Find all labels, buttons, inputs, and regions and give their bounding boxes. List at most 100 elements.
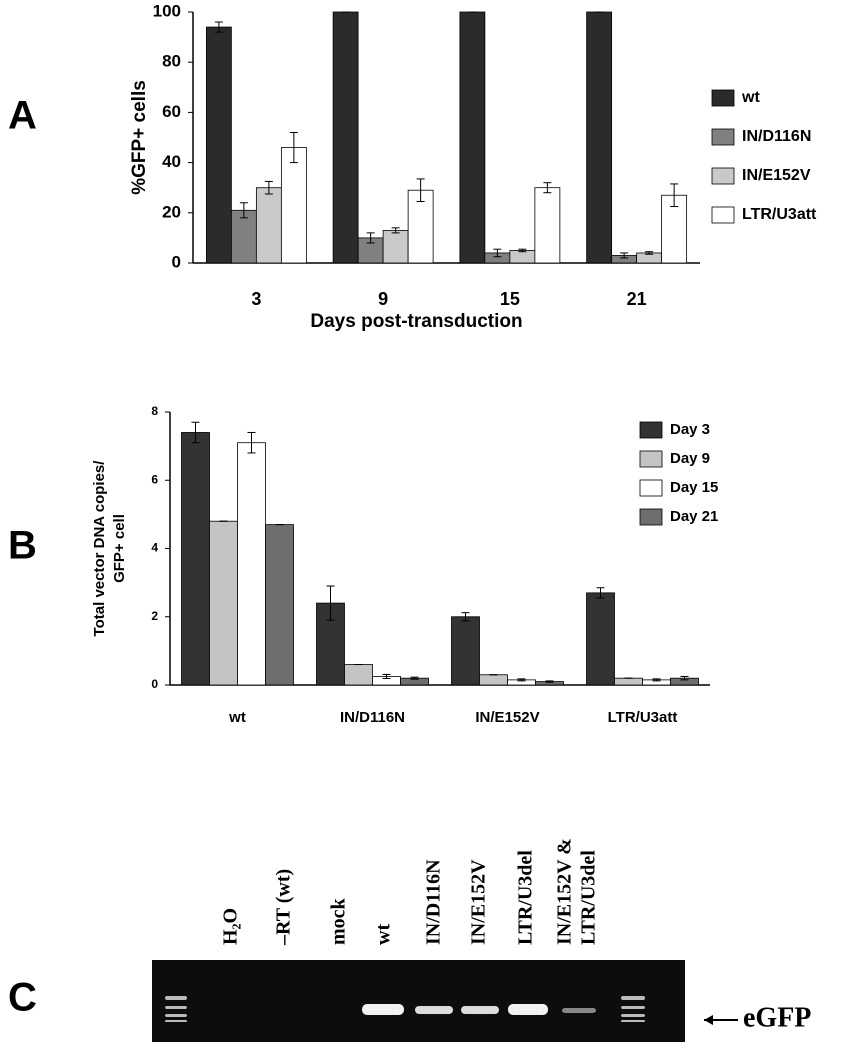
bar — [586, 11, 613, 264]
x-tick-label: 15 — [500, 289, 520, 309]
x-tick-label: 21 — [627, 289, 647, 309]
legend-swatch — [711, 206, 735, 224]
error-bar — [391, 227, 400, 234]
bar — [205, 26, 232, 264]
legend-swatch — [639, 421, 663, 439]
error-bar — [461, 612, 470, 622]
bar — [237, 442, 266, 686]
y-tick-label: 0 — [172, 252, 181, 271]
error-bar — [382, 673, 391, 680]
y-axis-label: %GFP+ cells — [129, 80, 150, 195]
legend-label: Day 21 — [670, 508, 718, 525]
error-bar — [289, 131, 298, 164]
x-tick-label: IN/E152V — [475, 709, 539, 726]
legend-label: IN/D116N — [742, 128, 811, 145]
error-bar — [214, 21, 223, 33]
x-tick-label: IN/D116N — [340, 709, 405, 726]
panel-letter: C — [8, 976, 37, 1020]
legend-label: wt — [741, 89, 760, 106]
bar — [344, 664, 373, 686]
ladder — [165, 996, 645, 1022]
x-tick-label: LTR/U3att — [608, 709, 678, 726]
error-bar — [410, 676, 419, 680]
bar — [357, 237, 384, 264]
bar — [265, 524, 294, 686]
legend-label: Day 15 — [670, 479, 718, 496]
gel: eGFP — [152, 960, 811, 1042]
y-tick-label: 2 — [151, 609, 158, 623]
error-bar — [680, 675, 689, 681]
bar — [534, 187, 561, 264]
y-tick-label: 8 — [151, 404, 158, 418]
lane-label: IN/E152V & — [554, 838, 576, 945]
bar — [382, 229, 409, 264]
legend-swatch — [639, 450, 663, 468]
y-tick-label: 4 — [151, 541, 158, 555]
legend-swatch — [639, 479, 663, 497]
bands — [362, 1004, 596, 1015]
legend-label: Day 9 — [670, 450, 710, 467]
error-bar — [518, 248, 527, 253]
lane-label: mock — [328, 897, 350, 945]
y-tick-label: 100 — [153, 1, 181, 20]
error-bar — [645, 251, 654, 255]
legend-swatch — [711, 128, 735, 146]
legend-swatch — [639, 508, 663, 526]
error-bar — [620, 252, 629, 259]
legend-label: Day 3 — [670, 421, 710, 438]
gel-image — [152, 960, 685, 1042]
bar — [479, 674, 508, 686]
bar — [255, 187, 282, 264]
error-bar — [493, 248, 502, 258]
error-bar — [191, 421, 200, 444]
error-bar — [239, 202, 248, 219]
bar — [586, 592, 615, 686]
lane-label: –RT (wt) — [273, 869, 295, 946]
y-tick-label: 20 — [162, 202, 181, 221]
error-bar — [326, 585, 335, 621]
panel-letter: B — [8, 524, 37, 568]
arrow-head — [704, 1015, 713, 1025]
error-bar — [264, 180, 273, 195]
bar — [459, 11, 486, 264]
legend-swatch — [711, 89, 735, 107]
band-label: eGFP — [743, 1002, 811, 1033]
bar — [230, 209, 257, 264]
lane-label: wt — [373, 924, 395, 945]
x-axis-label: Days post-transduction — [310, 311, 522, 332]
error-bar — [652, 678, 661, 682]
y-tick-label: 60 — [162, 102, 181, 121]
bar — [614, 677, 643, 686]
y-axis-label: Total vector DNA copies/ — [91, 460, 108, 637]
bar — [181, 432, 210, 686]
error-bar — [366, 232, 375, 244]
error-bar — [543, 182, 552, 194]
lane-label: LTR/U3del — [515, 850, 537, 945]
bar — [509, 250, 536, 264]
lane-label: IN/E152V — [468, 859, 490, 945]
error-bar — [517, 678, 526, 682]
error-bar — [545, 680, 554, 683]
lane-label: IN/D116N — [423, 859, 445, 945]
y-tick-label: 0 — [151, 677, 158, 691]
bar — [280, 147, 307, 264]
bar — [209, 520, 238, 686]
y-tick-label: 40 — [162, 152, 181, 171]
y-axis-label: GFP+ cell — [111, 514, 128, 583]
lane-label: LTR/U3del — [578, 850, 600, 945]
legend-label: IN/E152V — [742, 167, 811, 184]
lane-label: H₂O — [220, 908, 242, 945]
legend-swatch — [711, 167, 735, 185]
y-tick-label: 80 — [162, 52, 181, 71]
x-tick-label: 3 — [251, 289, 261, 309]
bar — [332, 11, 359, 264]
error-bar — [247, 431, 256, 454]
legend-label: LTR/U3att — [742, 206, 817, 223]
y-tick-label: 6 — [151, 472, 158, 486]
error-bar — [670, 183, 679, 208]
x-tick-label: 9 — [378, 289, 388, 309]
error-bar — [596, 587, 605, 599]
x-tick-label: wt — [228, 709, 246, 726]
